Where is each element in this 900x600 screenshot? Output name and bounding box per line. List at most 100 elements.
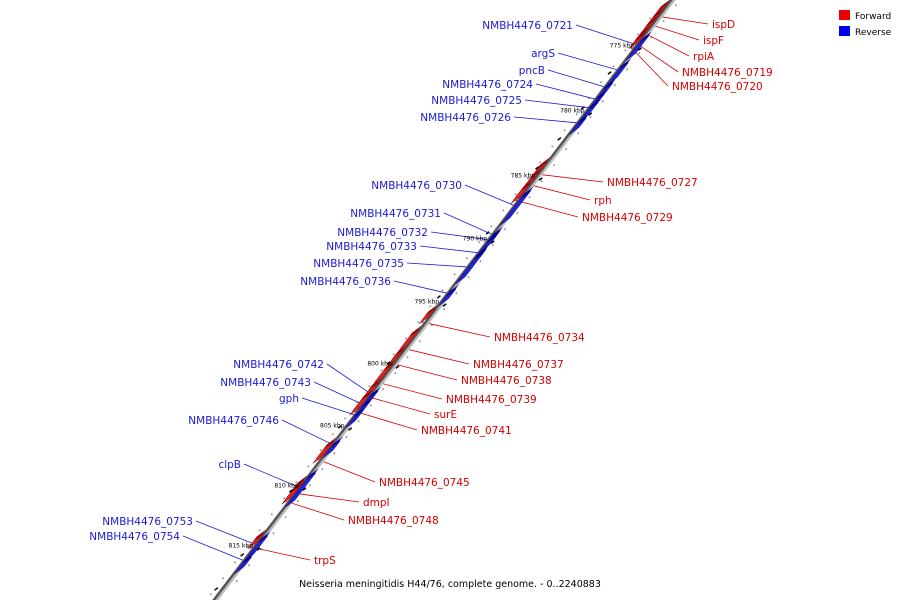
gene-label-NMBH4476_0735[interactable]: NMBH4476_0735	[313, 258, 404, 270]
gene-label-NMBH4476_0730[interactable]: NMBH4476_0730	[371, 180, 462, 192]
gene-NMBH4476_0732[interactable]	[480, 231, 500, 252]
connector-NMBH4476_0737	[400, 347, 470, 365]
gene-label-NMBH4476_0743[interactable]: NMBH4476_0743	[220, 377, 311, 389]
connector-NMBH4476_0741	[352, 410, 418, 431]
gene-trpS[interactable]	[247, 529, 267, 550]
gene-NMBH4476_0754[interactable]	[234, 552, 255, 574]
kbp-tick	[240, 553, 245, 557]
gene-NMBH4476_0721[interactable]	[625, 31, 652, 61]
gene-NMBH4476_0738[interactable]	[387, 345, 407, 366]
gene-label-NMBH4476_0742[interactable]: NMBH4476_0742	[233, 359, 324, 371]
gene-label-NMBH4476_0741[interactable]: NMBH4476_0741	[421, 425, 512, 437]
gene-label-ispF[interactable]: ispF	[703, 35, 724, 47]
gene-face	[419, 308, 435, 325]
gene-label-gph[interactable]: gph	[279, 393, 299, 405]
gene-label-NMBH4476_0732[interactable]: NMBH4476_0732	[337, 227, 428, 239]
gene-label-NMBH4476_0739[interactable]: NMBH4476_0739	[446, 394, 537, 406]
tick-dot	[589, 116, 592, 119]
tick-dot	[234, 561, 237, 564]
gene-NMBH4476_0746[interactable]	[323, 436, 344, 458]
tick-dot	[406, 356, 409, 359]
gene-face	[524, 171, 540, 186]
tick-dot	[258, 529, 261, 532]
kbp-tick	[538, 177, 543, 181]
gene-face	[510, 183, 531, 204]
gene-NMBH4476_0735[interactable]	[455, 248, 487, 285]
gene-label-NMBH4476_0748[interactable]: NMBH4476_0748	[348, 515, 439, 527]
gene-NMBH4476_0745[interactable]	[312, 437, 337, 464]
gene-label-NMBH4476_0746[interactable]: NMBH4476_0746	[188, 415, 279, 427]
gene-clpB[interactable]	[285, 468, 319, 508]
gene-label-NMBH4476_0736[interactable]: NMBH4476_0736	[300, 276, 391, 288]
backbone-line	[212, 0, 673, 600]
gene-label-ispD[interactable]: ispD	[712, 19, 735, 31]
gene-label-trpS[interactable]: trpS	[314, 555, 336, 567]
gene-label-NMBH4476_0729[interactable]: NMBH4476_0729	[582, 212, 673, 224]
gene-NMBH4476_0748[interactable]	[281, 481, 303, 505]
connector-NMBH4476_0732	[430, 231, 494, 241]
gene-NMBH4476_0729[interactable]	[510, 179, 534, 204]
tick-dot	[235, 580, 238, 583]
gene-label-NMBH4476_0753[interactable]: NMBH4476_0753	[102, 516, 193, 528]
gene-label-NMBH4476_0725[interactable]: NMBH4476_0725	[431, 95, 522, 107]
tick-dot	[272, 532, 275, 535]
tick-dot	[307, 465, 310, 468]
kbp-tick	[535, 166, 540, 170]
gene-label-pncB[interactable]: pncB	[519, 65, 545, 77]
legend-forward-swatch	[839, 10, 850, 20]
connector-surE	[364, 395, 431, 415]
gene-NMBH4476_0725[interactable]	[580, 98, 601, 120]
gene-label-NMBH4476_0727[interactable]: NMBH4476_0727	[607, 177, 698, 189]
connector-NMBH4476_0742	[326, 363, 375, 397]
gene-NMBH4476_0736[interactable]	[438, 284, 459, 306]
gene-NMBH4476_0726[interactable]	[569, 113, 590, 135]
gene-label-NMBH4476_0731[interactable]: NMBH4476_0731	[350, 208, 441, 220]
connector-gph	[301, 397, 360, 417]
gene-label-NMBH4476_0721[interactable]: NMBH4476_0721	[482, 20, 573, 32]
kbp-tick	[607, 71, 612, 75]
gene-NMBH4476_0753[interactable]	[244, 531, 271, 561]
genome-caption: Neisseria meningitidis H44/76, complete …	[299, 579, 601, 590]
tick-dot	[527, 177, 529, 180]
gene-label-NMBH4476_0737[interactable]: NMBH4476_0737	[473, 359, 564, 371]
gene-label-NMBH4476_0738[interactable]: NMBH4476_0738	[461, 375, 552, 387]
gene-face	[580, 102, 598, 120]
gene-label-surE[interactable]: surE	[434, 409, 457, 421]
tick-dot	[417, 321, 419, 324]
gene-gph[interactable]	[345, 406, 366, 428]
gene-NMBH4476_0741[interactable]	[349, 389, 374, 416]
gene-face	[244, 535, 268, 561]
gene-argS[interactable]	[607, 58, 632, 85]
gene-label-NMBH4476_0726[interactable]: NMBH4476_0726	[420, 112, 511, 124]
gene-label-rpiA[interactable]: rpiA	[693, 51, 715, 63]
gene-label-NMBH4476_0720[interactable]: NMBH4476_0720	[672, 81, 763, 93]
gene-NMBH4476_0730[interactable]	[500, 186, 534, 226]
tick-dot	[321, 468, 324, 471]
gene-label-NMBH4476_0724[interactable]: NMBH4476_0724	[442, 79, 533, 91]
connector-NMBH4476_0753	[195, 520, 261, 547]
tick-dot	[565, 148, 567, 151]
gene-NMBH4476_0734[interactable]	[419, 304, 438, 325]
gene-label-dmpI[interactable]: dmpI	[363, 497, 390, 509]
gene-label-NMBH4476_0734[interactable]: NMBH4476_0734	[494, 332, 585, 344]
kbp-label: 815 kbp	[229, 542, 254, 549]
gene-label-NMBH4476_0754[interactable]: NMBH4476_0754	[89, 531, 180, 543]
kbp-tick	[490, 240, 495, 244]
label-connectors	[182, 15, 709, 563]
gene-rph[interactable]	[524, 167, 543, 186]
connector-pncB	[547, 69, 610, 89]
gene-label-clpB[interactable]: clpB	[218, 459, 241, 471]
tick-dot	[502, 209, 505, 212]
gene-label-rph[interactable]: rph	[594, 195, 612, 207]
connector-NMBH4476_0729	[513, 199, 579, 218]
legend-reverse-swatch	[839, 26, 850, 36]
gene-label-argS[interactable]: argS	[531, 48, 555, 60]
gene-label-NMBH4476_0745[interactable]: NMBH4476_0745	[379, 477, 470, 489]
gene-label-NMBH4476_0733[interactable]: NMBH4476_0733	[326, 241, 417, 253]
tick-dot	[675, 4, 677, 7]
gene-face	[234, 556, 252, 574]
tick-dot	[431, 324, 433, 327]
gene-NMBH4476_0720[interactable]	[629, 30, 647, 49]
gene-label-NMBH4476_0719[interactable]: NMBH4476_0719	[682, 67, 773, 79]
tick-dot	[466, 257, 468, 260]
